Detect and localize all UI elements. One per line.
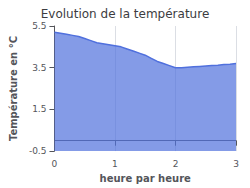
svg-text:Evolution de la température: Evolution de la température <box>41 7 210 21</box>
svg-text:heure par heure: heure par heure <box>100 173 191 184</box>
svg-text:1: 1 <box>112 159 118 169</box>
svg-text:3: 3 <box>233 159 239 169</box>
svg-text:1.5: 1.5 <box>32 104 46 114</box>
svg-text:Température en °C: Température en °C <box>8 36 19 141</box>
svg-text:5.5: 5.5 <box>32 21 46 31</box>
svg-text:2: 2 <box>173 159 179 169</box>
svg-text:3.5: 3.5 <box>32 63 46 73</box>
svg-text:-0.5: -0.5 <box>29 146 47 156</box>
svg-text:0: 0 <box>52 159 58 169</box>
